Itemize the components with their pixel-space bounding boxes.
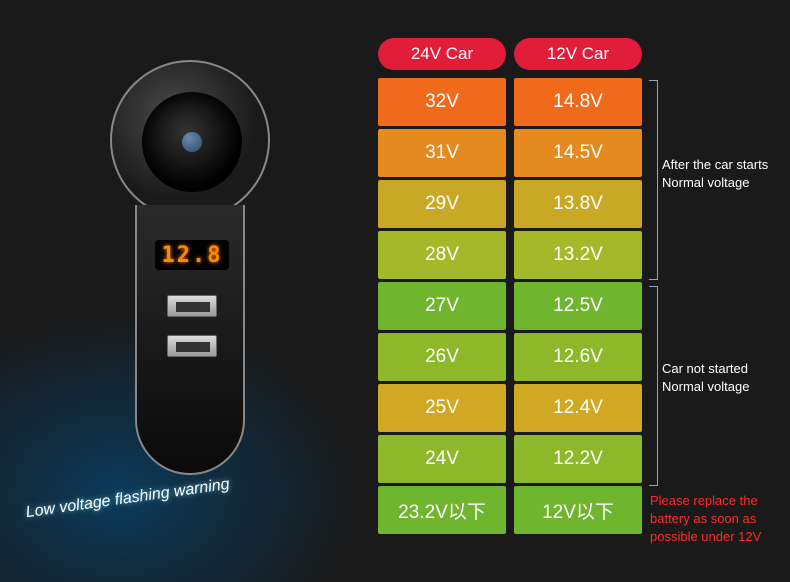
device-head [110,60,270,220]
voltage-display: 12.8 [155,240,229,270]
usb-port-1 [167,295,217,317]
device-body: 12.8 [135,205,245,475]
cell-24v: 25V [378,384,506,432]
cell-12v: 14.5V [514,129,642,177]
cell-24v: 29V [378,180,506,228]
voltage-table: 24V Car 12V Car 32V14.8V31V14.5V29V13.8V… [378,38,782,537]
cell-12v: 12.2V [514,435,642,483]
cell-12v: 13.8V [514,180,642,228]
socket-center [182,132,202,152]
cell-12v: 12.5V [514,282,642,330]
table-headers: 24V Car 12V Car [378,38,782,70]
cell-12v: 14.8V [514,78,642,126]
cell-24v: 24V [378,435,506,483]
header-24v: 24V Car [378,38,506,70]
cell-24v: 27V [378,282,506,330]
cell-24v: 31V [378,129,506,177]
label-replace: Please replace the battery as soon as po… [650,492,782,547]
cell-24v: 32V [378,78,506,126]
bracket-started [650,80,658,280]
cell-24v: 28V [378,231,506,279]
cell-24v: 23.2V以下 [378,486,506,534]
cell-24v: 26V [378,333,506,381]
voltage-value: 12.8 [162,243,223,268]
table-rows: 32V14.8V31V14.5V29V13.8V28V13.2V27V12.5V… [378,78,782,537]
cell-12v: 12.4V [514,384,642,432]
label-started: After the car starts Normal voltage [662,156,782,192]
car-charger-device: 12.8 [85,60,295,480]
bracket-notstarted [650,286,658,486]
table-row: 24V12.2V [378,435,782,483]
table-row: 28V13.2V [378,231,782,279]
cell-12v: 12V以下 [514,486,642,534]
cell-12v: 13.2V [514,231,642,279]
cigarette-socket [142,92,242,192]
table-row: 32V14.8V [378,78,782,126]
table-row: 27V12.5V [378,282,782,330]
cell-12v: 12.6V [514,333,642,381]
usb-port-2 [167,335,217,357]
label-notstarted: Car not started Normal voltage [662,360,782,396]
header-12v: 12V Car [514,38,642,70]
